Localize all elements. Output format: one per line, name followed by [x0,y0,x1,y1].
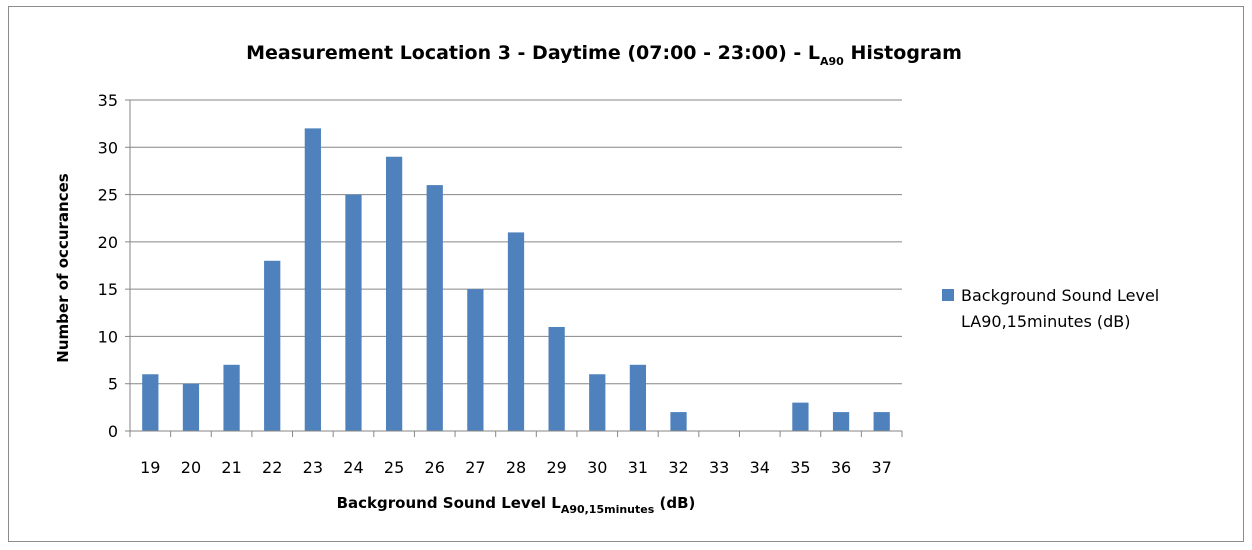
axes [129,100,902,432]
gridlines [130,99,902,385]
bar-21 [223,364,240,431]
x-tick-label: 35 [790,458,810,477]
legend-swatch [942,289,954,301]
bar-19 [142,374,159,431]
x-axis-title: Background Sound Level LA90,15minutes (d… [337,494,696,516]
bar-30 [589,374,606,431]
x-tick-label: 37 [872,458,892,477]
bar-24 [345,194,362,431]
x-tick-label: 28 [506,458,526,477]
bar-28 [507,232,525,431]
chart-title-tail: Histogram [844,42,962,64]
x-axis-title-subscript: A90,15minutes [561,503,655,516]
x-tick-label: 29 [546,458,566,477]
x-tick-label: 19 [140,458,160,477]
x-tick-label: 36 [831,458,851,477]
x-tick-labels: 19 20 21 22 23 24 25 26 27 28 29 30 31 32 33 34 35 36 37 [129,431,903,477]
legend: Background Sound Level LA90,15minutes (d… [942,286,1159,331]
x-tick-label: 21 [221,458,241,477]
y-axis-title: Number of occurances [54,173,72,362]
x-tick-label: 34 [750,458,770,477]
x-tick-label: 25 [384,458,404,477]
x-tick-label: 31 [628,458,648,477]
y-tick-label: 0 [108,422,118,441]
bar-23 [304,128,321,431]
y-tick-label: 30 [98,138,118,157]
chart-title-main: Measurement Location 3 - Daytime (07:00 … [246,42,820,64]
y-tick-label: 15 [98,280,118,299]
bar-22 [264,260,281,431]
bars [142,128,890,432]
legend-label-line-2: LA90,15minutes (dB) [961,312,1131,331]
x-axis-title-tail: (dB) [654,494,695,512]
bar-27 [467,289,484,431]
y-tick-label: 35 [98,91,118,110]
x-axis-title-main: Background Sound Level L [337,494,562,512]
x-tick-label: 26 [425,458,445,477]
bar-36 [832,412,850,431]
bar-35 [792,402,809,431]
x-tick-label: 24 [343,458,363,477]
x-tick-label: 22 [262,458,282,477]
bar-26 [426,185,443,431]
bar-32 [670,412,687,431]
chart-frame [8,6,1244,542]
bar-37 [873,412,890,431]
x-tick-label: 33 [709,458,729,477]
y-tick-label: 5 [108,375,118,394]
x-tick-label: 30 [587,458,607,477]
y-tick-labels: 0 5 10 15 20 25 30 35 [98,91,130,441]
x-tick-label: 32 [668,458,688,477]
y-tick-label: 10 [98,327,118,346]
bar-20 [182,383,200,431]
bar-29 [548,326,565,431]
x-tick-label: 20 [181,458,201,477]
bar-31 [629,364,647,431]
chart-title-subscript: A90 [820,55,844,68]
legend-label-line-1: Background Sound Level [961,286,1159,305]
x-tick-label: 27 [465,458,485,477]
y-tick-label: 20 [98,233,118,252]
chart-title: Measurement Location 3 - Daytime (07:00 … [246,42,962,68]
y-tick-label: 25 [98,186,118,205]
x-tick-label: 23 [303,458,323,477]
bar-25 [385,156,403,432]
